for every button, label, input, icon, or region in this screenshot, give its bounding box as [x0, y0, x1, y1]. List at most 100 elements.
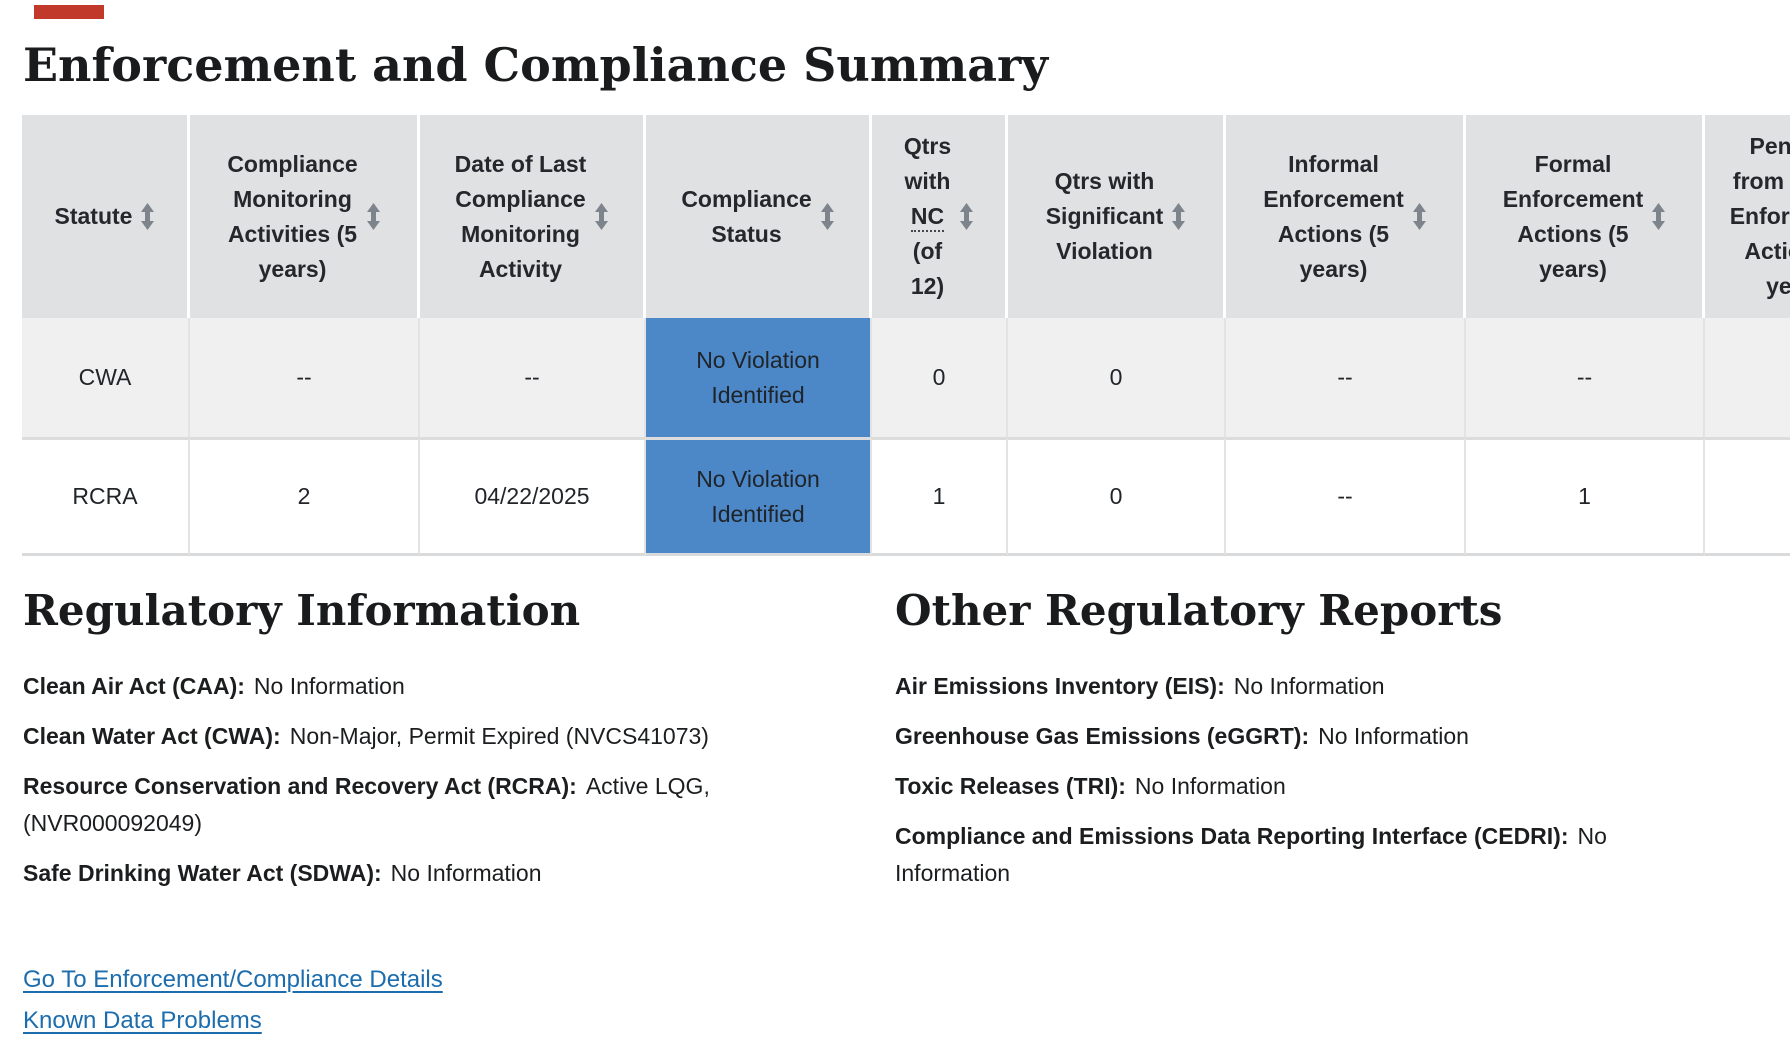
header-label: from Formal — [1732, 168, 1790, 194]
cell-compliance-status: No Violation Identified — [646, 437, 872, 556]
header-label: Enforcement — [1729, 203, 1790, 229]
info-line-rcra: Resource Conservation and Recovery Act (… — [23, 768, 823, 842]
sort-icon[interactable] — [960, 203, 974, 230]
column-header-qtrs-significant-violation[interactable]: Qtrs with Significant Violation — [1008, 115, 1226, 318]
link-row: Known Data Problems — [23, 1005, 443, 1036]
page-title: Enforcement and Compliance Summary — [23, 38, 1048, 92]
cell-formal-actions: 1 — [1466, 437, 1705, 556]
column-header-compliance-status[interactable]: Compliance Status — [646, 115, 872, 318]
info-value: No Information — [1318, 723, 1469, 749]
info-value: No Information — [895, 823, 1607, 886]
header-label: years) — [258, 255, 327, 282]
header-label: Statute — [54, 203, 133, 229]
info-line-tri: Toxic Releases (TRI): No Information — [895, 768, 1675, 805]
cell-formal-actions: -- — [1466, 318, 1705, 437]
header-label: (of — [912, 238, 943, 264]
header-label: Enforcement — [1263, 185, 1404, 212]
header-label: Compliance — [681, 185, 812, 212]
nc-abbreviation[interactable]: NC — [910, 203, 945, 232]
info-line-eis: Air Emissions Inventory (EIS): No Informa… — [895, 668, 1675, 705]
info-label: Greenhouse Gas Emissions (eGGRT): — [895, 723, 1310, 749]
sort-icon[interactable] — [820, 203, 834, 230]
info-line-caa: Clean Air Act (CAA): No Information — [23, 668, 823, 705]
info-label: Clean Water Act (CWA): — [23, 723, 281, 749]
header-label: Date of Last — [454, 150, 587, 177]
cell-last-activity-date: -- — [420, 318, 646, 437]
cell-qtrs-significant: 0 — [1008, 318, 1226, 437]
header-label: Activity — [478, 255, 563, 282]
header-label: Compliance — [227, 150, 358, 177]
link-row: Go To Enforcement/Compliance Details — [23, 964, 443, 995]
info-value: No Information — [253, 673, 405, 699]
footer-links: Go To Enforcement/Compliance Details Kno… — [23, 964, 443, 1046]
header-label: Monitoring — [461, 220, 580, 247]
cell-last-activity-date: 04/22/2025 — [420, 437, 646, 556]
header-label: years) — [1299, 255, 1368, 282]
column-header-compliance-monitoring[interactable]: Compliance Monitoring Activities (5 year… — [190, 115, 420, 318]
column-header-informal-enforcement[interactable]: Informal Enforcement Actions (5 years) — [1226, 115, 1466, 318]
other-regulatory-reports-section: Other Regulatory Reports Air Emissions I… — [895, 586, 1675, 905]
header-label: Penalties — [1749, 133, 1790, 159]
table-row-cwa: CWA -- -- No Violation Identified 0 0 --… — [22, 318, 1790, 437]
red-banner-fragment — [34, 5, 104, 19]
info-value: No Information — [390, 860, 542, 886]
header-row: Statute Compliance Monitoring Activities… — [22, 115, 1790, 318]
info-label: Safe Drinking Water Act (SDWA): — [23, 860, 382, 886]
column-header-qtrs-with-nc[interactable]: Qtrs with NC (of 12) — [872, 115, 1008, 318]
header-label: Informal — [1288, 150, 1379, 177]
cell-informal-actions: -- — [1226, 318, 1466, 437]
header-label: Actions (5 — [1744, 238, 1790, 264]
cell-qtrs-nc: 1 — [872, 437, 1008, 556]
header-label: Actions (5 — [1517, 220, 1629, 247]
header-label: Qtrs with — [1054, 168, 1155, 194]
known-data-problems-link[interactable]: Known Data Problems — [23, 1007, 262, 1034]
cell-informal-actions: -- — [1226, 437, 1466, 556]
sort-icon[interactable] — [1172, 203, 1186, 230]
info-label: Compliance and Emissions Data Reporting … — [895, 823, 1569, 849]
header-label: years) — [1766, 273, 1790, 299]
info-value: Non-Major, Permit Expired (NVCS41073) — [289, 723, 709, 749]
column-header-statute[interactable]: Statute — [22, 115, 190, 318]
info-label: Resource Conservation and Recovery Act (… — [23, 773, 577, 799]
column-header-penalties-formal-enforcement[interactable]: Penalties from Formal Enforcement Action… — [1705, 115, 1790, 318]
sort-icon[interactable] — [141, 203, 155, 230]
info-label: Air Emissions Inventory (EIS): — [895, 673, 1225, 699]
sort-icon[interactable] — [595, 203, 609, 230]
header-label: Significant — [1045, 203, 1164, 229]
info-label: Toxic Releases (TRI): — [895, 773, 1126, 799]
header-label: Formal — [1534, 150, 1612, 177]
enforcement-compliance-table: Statute Compliance Monitoring Activities… — [22, 115, 1790, 556]
header-label: Activities (5 — [227, 220, 358, 247]
cell-penalties — [1705, 318, 1790, 437]
cell-statute: RCRA — [22, 437, 190, 556]
header-label: 12) — [910, 273, 945, 299]
header-label: Qtrs — [903, 133, 952, 159]
cell-qtrs-significant: 0 — [1008, 437, 1226, 556]
enforcement-compliance-details-link[interactable]: Go To Enforcement/Compliance Details — [23, 966, 443, 993]
info-line-cedri: Compliance and Emissions Data Reporting … — [895, 818, 1675, 892]
info-value: No Information — [1134, 773, 1286, 799]
header-label: Enforcement — [1502, 185, 1644, 212]
sort-icon[interactable] — [366, 203, 380, 230]
sort-icon[interactable] — [1652, 203, 1666, 230]
header-label: Monitoring — [233, 185, 352, 212]
header-label: Actions (5 — [1277, 220, 1390, 247]
info-line-eggrt: Greenhouse Gas Emissions (eGGRT): No Info… — [895, 718, 1675, 755]
header-label: with — [904, 168, 951, 194]
column-header-date-last-monitoring[interactable]: Date of Last Compliance Monitoring Activ… — [420, 115, 646, 318]
header-label: Status — [711, 220, 782, 247]
info-line-sdwa: Safe Drinking Water Act (SDWA): No Inform… — [23, 855, 823, 892]
cell-compliance-status: No Violation Identified — [646, 318, 872, 437]
info-value: No Information — [1233, 673, 1385, 699]
cell-monitoring-activities: -- — [190, 318, 420, 437]
header-label: Compliance — [455, 185, 586, 212]
cell-qtrs-nc: 0 — [872, 318, 1008, 437]
column-header-formal-enforcement[interactable]: Formal Enforcement Actions (5 years) — [1466, 115, 1705, 318]
cell-statute: CWA — [22, 318, 190, 437]
table-row-rcra: RCRA 2 04/22/2025 No Violation Identifie… — [22, 437, 1790, 556]
info-label: Clean Air Act (CAA): — [23, 673, 245, 699]
sort-icon[interactable] — [1412, 203, 1426, 230]
header-label: Violation — [1056, 238, 1153, 264]
regulatory-information-heading: Regulatory Information — [23, 586, 581, 635]
